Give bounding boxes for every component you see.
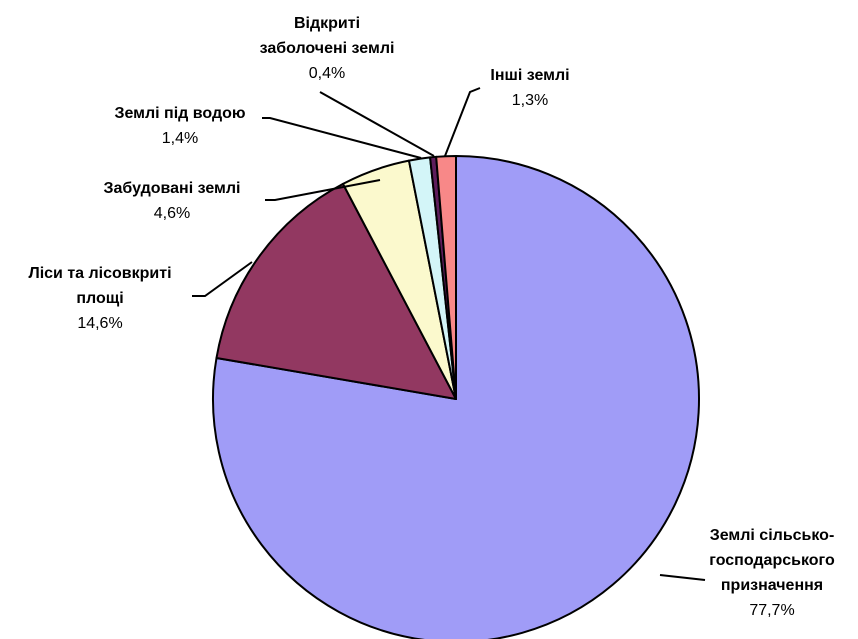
slice-value-label: 4,6%	[154, 205, 190, 222]
slice-name-line: призначення	[721, 577, 823, 594]
slice-value-label: 1,3%	[512, 92, 548, 109]
slice-name-line: площі	[76, 290, 123, 307]
slice-name-line: Інші землі	[490, 67, 569, 84]
slice-name-line: Забудовані землі	[104, 180, 241, 197]
slice-name-line: Відкриті	[294, 15, 360, 32]
slice-value-label: 0,4%	[309, 65, 345, 82]
leader-line-0	[659, 574, 706, 581]
slice-label-4: Відкриті заболочені землі 0,4%	[260, 15, 395, 82]
slice-name-line: господарського	[709, 552, 835, 569]
pie-slice-1	[215, 182, 457, 400]
slice-value-label: 77,7%	[749, 602, 794, 619]
pie-slice-5	[435, 155, 457, 400]
slice-name-line: Землі сільсько-	[710, 527, 835, 544]
slice-label-3: Землі під водою 1,4%	[114, 105, 245, 147]
leader-line-3	[262, 117, 422, 159]
leader-line-1	[192, 261, 253, 297]
slice-name-line: Землі під водою	[114, 105, 245, 122]
slice-label-5: Інші землі 1,3%	[490, 67, 569, 109]
slice-name-line: Ліси та лісовкриті	[28, 265, 171, 282]
leader-line-5	[444, 87, 481, 157]
slice-value-label: 1,4%	[162, 130, 198, 147]
pie-slice-0	[212, 155, 700, 639]
slice-name-line: заболочені землі	[260, 40, 395, 57]
slice-label-1: Ліси та лісовкриті площі 14,6%	[28, 265, 171, 332]
slice-label-2: Забудовані землі 4,6%	[104, 180, 241, 222]
leader-line-4	[319, 91, 435, 157]
slice-label-0: Землі сільсько-господарського призначення…	[709, 527, 835, 619]
slice-value-label: 14,6%	[77, 315, 122, 332]
leader-line-2	[265, 179, 381, 201]
